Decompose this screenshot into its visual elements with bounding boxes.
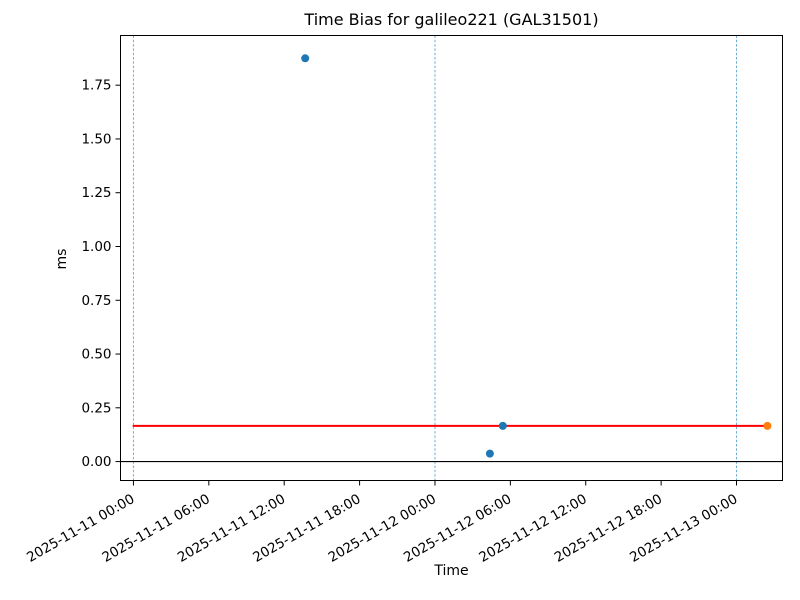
bias-sample-point bbox=[498, 421, 507, 430]
y-tick-label: 1.25 bbox=[81, 185, 111, 201]
y-tick-label: 1.75 bbox=[81, 78, 111, 94]
y-tick-label: 0.00 bbox=[81, 454, 111, 470]
y-axis-label: ms bbox=[54, 248, 70, 270]
latest-bias-sample-point bbox=[763, 421, 772, 430]
y-tick-label: 0.50 bbox=[81, 347, 111, 363]
y-tick-label: 1.50 bbox=[81, 131, 111, 147]
plot-border bbox=[120, 35, 783, 481]
y-tick-label: 0.75 bbox=[81, 293, 111, 309]
y-tick-label: 0.25 bbox=[81, 400, 111, 416]
chart-title: Time Bias for galileo221 (GAL31501) bbox=[304, 10, 599, 29]
bias-sample-point bbox=[301, 54, 310, 63]
bias-sample-point bbox=[485, 449, 494, 458]
x-axis-label: Time bbox=[434, 563, 469, 579]
y-tick-label: 1.00 bbox=[81, 239, 111, 255]
